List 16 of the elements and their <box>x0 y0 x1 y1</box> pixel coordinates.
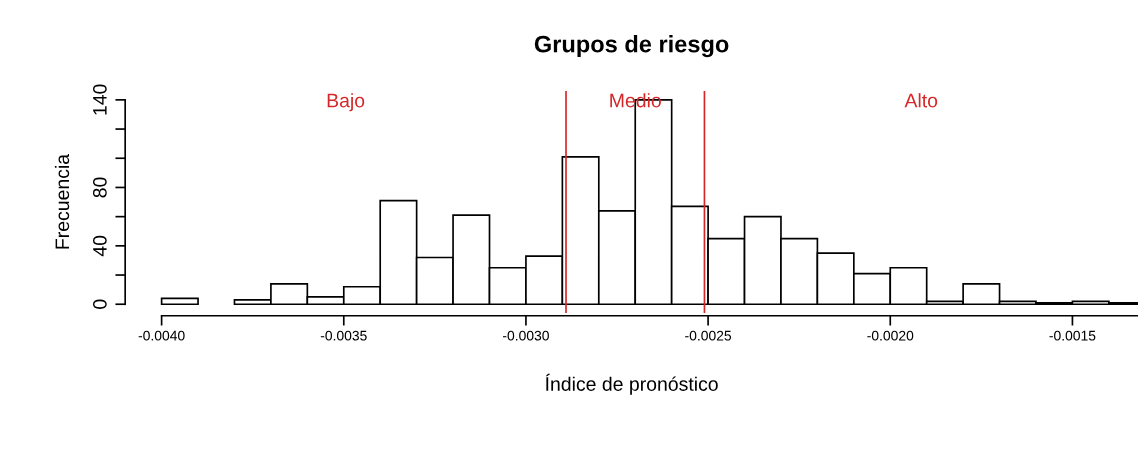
y-tick-label: 80 <box>92 177 107 198</box>
x-tick-label: -0.0040 <box>138 330 185 341</box>
x-tick-label: -0.0025 <box>685 330 732 341</box>
annotation: Alto <box>904 93 938 108</box>
x-axis-title: Índice de pronóstico <box>545 373 718 395</box>
y-axis-title: Frecuencia <box>54 153 70 249</box>
y-tick-label: 40 <box>92 235 107 257</box>
chart-title: Grupos de riesgo <box>534 35 729 58</box>
annotation: Medio <box>610 93 661 108</box>
x-tick-label: -0.0015 <box>1049 330 1096 341</box>
y-tick-label: 140 <box>92 84 107 115</box>
y-tick-label: 0 <box>92 299 107 309</box>
x-tick-label: -0.0030 <box>503 330 549 341</box>
x-tick-label: -0.0020 <box>867 330 914 341</box>
annotation: Bajo <box>327 93 365 112</box>
x-tick-label: -0.0035 <box>320 330 367 341</box>
